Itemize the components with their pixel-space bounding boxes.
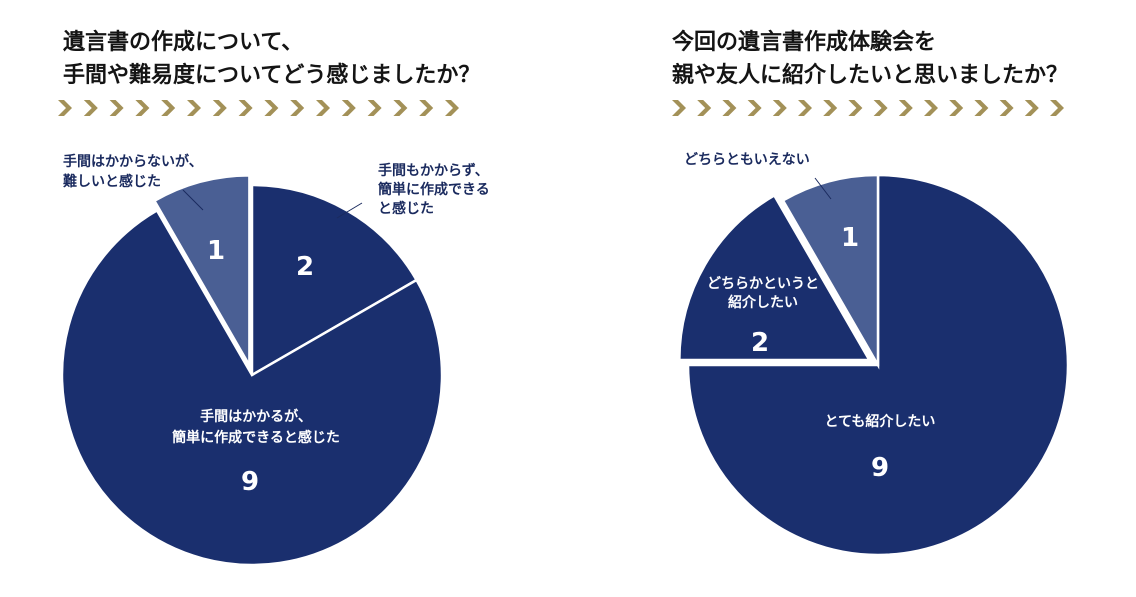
chevron-icon — [974, 100, 989, 116]
chevron-icon — [109, 100, 124, 116]
pie-slice — [250, 183, 419, 378]
leader-line — [336, 202, 363, 219]
chevron-icon — [873, 100, 888, 116]
slice-category-label: 手間はかかるが、簡単に作成できると感じた — [172, 408, 340, 446]
slice-category-line: 簡単に作成できると感じた — [172, 429, 340, 446]
slice-value-label: 1 — [207, 236, 225, 266]
slice-category-label: どちらともいえない — [684, 152, 810, 168]
slice-category-label: どちらかというと紹介したい — [707, 276, 819, 311]
chevron-icon — [747, 100, 762, 116]
chevron-divider-icon — [672, 100, 1064, 116]
chevron-icon — [772, 100, 787, 116]
slice-category-line: 簡単に作成できる — [378, 181, 490, 198]
slice-value-label: 2 — [751, 328, 769, 358]
slice-category-label: とても紹介したい — [825, 413, 936, 430]
chevron-icon — [798, 100, 812, 116]
chevron-icon — [1024, 100, 1039, 116]
left-chart-title: 遺言書の作成について、 手間や難易度についてどう感じましたか？ — [63, 26, 480, 92]
pie-slice — [781, 173, 880, 370]
chevron-icon — [238, 100, 253, 116]
slice-category-line: とても紹介したい — [825, 413, 936, 430]
slice-category-line: 手間はかからないが、 — [63, 153, 203, 170]
chevron-icon — [135, 100, 150, 116]
slice-category-label: 手間はかからないが、難しいと感じた — [63, 153, 203, 190]
chevron-icon — [848, 100, 863, 116]
pie-chart-difficulty: 2手間もかからず、簡単に作成できると感じた9手間はかかるが、簡単に作成できると感… — [60, 153, 490, 567]
slice-category-label: 手間もかからず、簡単に作成できると感じた — [378, 162, 490, 217]
slice-category-line: と感じた — [378, 200, 434, 217]
chevron-icon — [1050, 100, 1064, 116]
slice-category-line: どちらかというと — [707, 276, 819, 292]
pie-chart-recommend: 9 とても紹介したい 2 どちらかというと紹介したい 1 どちらともいえない — [678, 152, 1070, 557]
chevron-icon — [823, 100, 838, 116]
chevron-icon — [924, 100, 938, 116]
chevron-icon — [672, 100, 686, 116]
chevron-icon — [264, 100, 279, 116]
chevron-icon — [83, 100, 98, 116]
right-title-line-2: 親や友人に紹介したいと思いましたか？ — [672, 63, 1069, 88]
pie-slice — [152, 174, 251, 371]
chevron-icon — [316, 100, 330, 116]
leader-line — [182, 189, 204, 211]
chevron-icon — [419, 100, 434, 116]
chevron-divider-icon — [58, 100, 459, 116]
slice-value-label: 9 — [871, 453, 889, 483]
pie-slice — [678, 193, 872, 362]
slice-category-line: 難しいと感じた — [63, 173, 161, 190]
chevron-icon — [58, 100, 72, 116]
slice-category-line: どちらともいえない — [684, 152, 810, 168]
left-title-line-2: 手間や難易度についてどう感じましたか？ — [63, 63, 481, 88]
right-chart-title: 今回の遺言書作成体験会を 親や友人に紹介したいと思いましたか？ — [672, 26, 1068, 92]
slice-category-line: 手間はかかるが、 — [200, 408, 312, 425]
chevron-icon — [161, 100, 176, 116]
chevron-icon — [290, 100, 305, 116]
pie-slice — [60, 208, 444, 567]
chevron-icon — [393, 100, 408, 116]
slice-value-label: 2 — [296, 252, 314, 282]
chevron-icon — [999, 100, 1014, 116]
chevron-icon — [697, 100, 712, 116]
slice-value-label: 1 — [841, 223, 859, 253]
left-title-line-1: 遺言書の作成について、 — [63, 30, 304, 55]
chevron-icon — [898, 100, 913, 116]
chevron-icon — [341, 100, 356, 116]
chevron-icon — [367, 100, 382, 116]
chevron-icon — [187, 100, 201, 116]
slice-category-line: 紹介したい — [728, 294, 798, 311]
right-title-line-1: 今回の遺言書作成体験会を — [672, 30, 937, 55]
chevron-icon — [212, 100, 227, 116]
slice-value-label: 9 — [241, 467, 259, 497]
chevron-icon — [445, 100, 459, 116]
slice-category-line: 手間もかからず、 — [378, 162, 489, 179]
leader-line — [814, 177, 832, 200]
chevron-icon — [722, 100, 737, 116]
chevron-icon — [949, 100, 964, 116]
